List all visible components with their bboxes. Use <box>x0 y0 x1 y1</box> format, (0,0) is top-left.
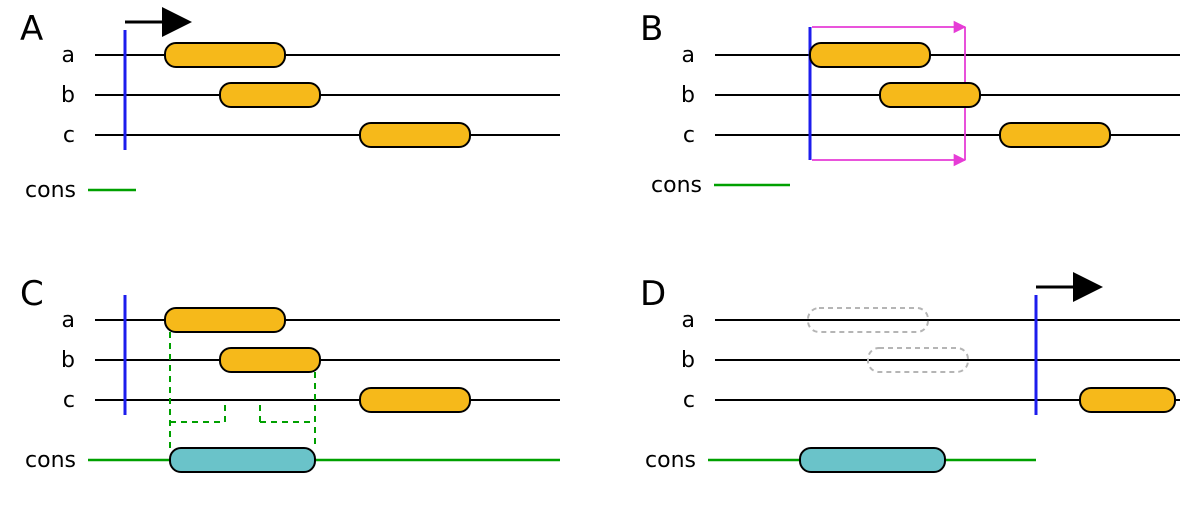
panel-D-row-label-a: a <box>682 308 695 333</box>
panel-B-gene-1 <box>880 83 980 107</box>
panel-A-gene-1 <box>220 83 320 107</box>
panel-D-label: D <box>640 274 666 314</box>
panel-D-row-label-c: c <box>683 388 695 413</box>
panel-C-row-label-b: b <box>61 348 75 373</box>
panel-D-cons-gene <box>800 448 945 472</box>
panel-A-row-label-b: b <box>61 83 75 108</box>
panel-B-row-label-b: b <box>681 83 695 108</box>
panel-D-row-label-b: b <box>681 348 695 373</box>
panel-A-row-label-c: c <box>63 123 75 148</box>
panel-C-cons-label: cons <box>25 448 76 473</box>
panel-B-row-label-c: c <box>683 123 695 148</box>
panel-D-cons-label: cons <box>645 448 696 473</box>
panel-C-cons-gene <box>170 448 315 472</box>
panel-A-label: A <box>20 9 43 49</box>
panel-B-gene-0 <box>810 43 930 67</box>
panel-C-row-label-c: c <box>63 388 75 413</box>
panel-A-gene-2 <box>360 123 470 147</box>
panel-B-label: B <box>640 9 663 49</box>
panel-C-row-label-a: a <box>62 308 75 333</box>
panel-B-gene-2 <box>1000 123 1110 147</box>
panel-B-row-label-a: a <box>682 43 695 68</box>
panel-C-gene-2 <box>360 388 470 412</box>
panel-A-cons-label: cons <box>25 178 76 203</box>
panel-D-gene-0 <box>1080 388 1175 412</box>
panel-A-row-label-a: a <box>62 43 75 68</box>
panel-C-gene-0 <box>165 308 285 332</box>
panel-B-cons-label: cons <box>651 173 702 198</box>
panel-C-label: C <box>20 274 44 314</box>
panel-A-gene-0 <box>165 43 285 67</box>
panel-C-gene-1 <box>220 348 320 372</box>
